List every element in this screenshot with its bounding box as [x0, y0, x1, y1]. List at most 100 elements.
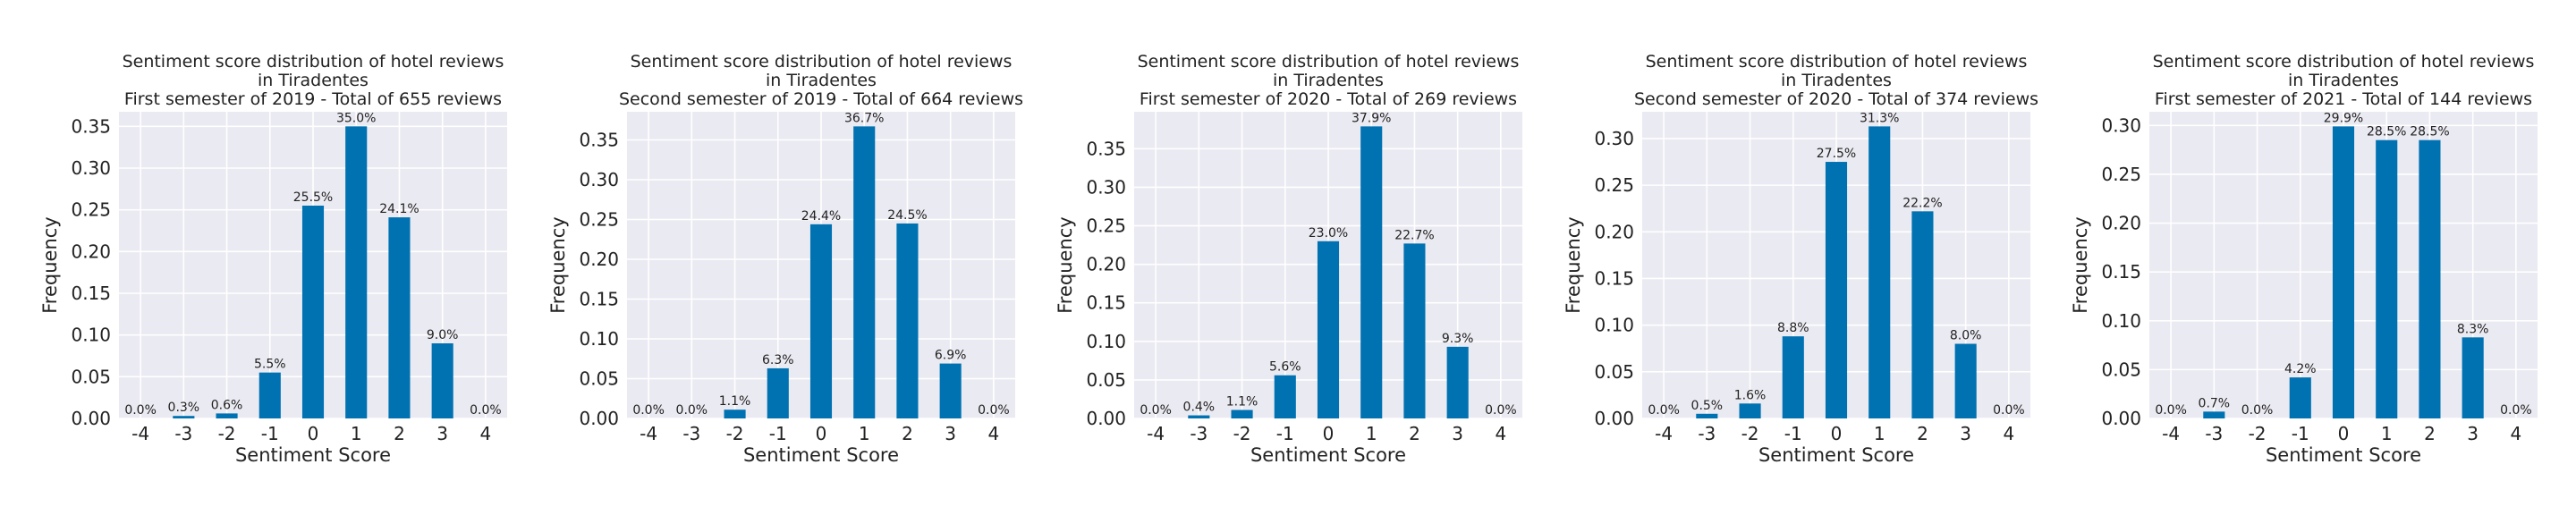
- x-tick-label: -1: [1784, 423, 1802, 444]
- bar--3: [2203, 411, 2225, 418]
- data-label: 1.1%: [1226, 395, 1258, 409]
- x-tick-label: 1: [859, 423, 870, 444]
- data-label: 0.0%: [1485, 403, 1517, 418]
- x-tick-label: 1: [351, 423, 362, 444]
- data-label: 0.5%: [1691, 399, 1724, 413]
- bar--2: [216, 413, 238, 418]
- x-tick-label: 0: [2338, 423, 2350, 444]
- y-axis-label: Frequency: [1055, 216, 1076, 314]
- chart-title-line-1: Sentiment score distribution of hotel re…: [631, 52, 1013, 72]
- y-tick-label: 0.20: [1594, 221, 1634, 242]
- bar--2: [724, 409, 746, 418]
- y-tick-label: 0.35: [1086, 138, 1126, 159]
- data-label: 24.1%: [379, 202, 419, 216]
- x-tick-label: 1: [2381, 423, 2393, 444]
- bar-1: [1360, 126, 1383, 418]
- y-tick-label: 0.15: [2101, 261, 2141, 283]
- data-label: 31.3%: [1860, 111, 1899, 125]
- x-tick-label: -3: [1698, 423, 1716, 444]
- x-tick-label: 4: [2511, 423, 2522, 444]
- chart-title-line-1: Sentiment score distribution of hotel re…: [2153, 52, 2535, 72]
- x-axis-label: Sentiment Score: [235, 444, 391, 466]
- bar-3: [431, 343, 453, 418]
- x-tick-label: -2: [1741, 423, 1759, 444]
- bar-1: [345, 126, 368, 419]
- x-tick-label: 1: [1874, 423, 1885, 444]
- bar-1: [2376, 139, 2398, 418]
- y-tick-label: 0.10: [1086, 331, 1126, 352]
- data-label: 24.4%: [801, 209, 841, 224]
- data-label: 27.5%: [1817, 147, 1856, 161]
- y-axis-label: Frequency: [1563, 216, 1584, 314]
- y-tick-label: 0.15: [1086, 292, 1126, 314]
- data-label: 29.9%: [2324, 111, 2363, 125]
- data-label: 6.3%: [762, 353, 794, 367]
- data-label: 0.0%: [632, 403, 665, 418]
- data-label: 8.3%: [2457, 322, 2489, 336]
- x-tick-label: -1: [2292, 423, 2309, 444]
- y-tick-label: 0.25: [71, 199, 111, 221]
- x-axis-label: Sentiment Score: [1758, 444, 1914, 466]
- data-label: 9.3%: [1442, 332, 1474, 346]
- x-tick-label: 3: [436, 423, 448, 444]
- chart-panel-2: 0.00 0.05 0.10 0.15 0.20 0.25 0.30 0.35 -4 -3 -2 -1…: [547, 52, 1023, 466]
- x-tick-label: 3: [945, 423, 956, 444]
- chart-title-line-2: in Tiradentes: [2288, 71, 2399, 90]
- chart-title-line-1: Sentiment score distribution of hotel re…: [123, 52, 504, 72]
- data-label: 0.0%: [470, 403, 502, 418]
- y-axis-label: Frequency: [39, 216, 61, 314]
- x-tick-label: 3: [2467, 423, 2479, 444]
- data-label: 0.0%: [2241, 403, 2274, 418]
- bar-3: [2462, 337, 2484, 418]
- chart-title-line-3: First semester of 2021 - Total of 144 re…: [2155, 89, 2532, 109]
- x-tick-label: -3: [174, 423, 192, 444]
- chart-title-line-2: in Tiradentes: [1781, 71, 1892, 90]
- bar-0: [2332, 126, 2355, 418]
- y-tick-label: 0.00: [2101, 408, 2141, 429]
- x-tick-label: -4: [2162, 423, 2180, 444]
- chart-title-line-2: in Tiradentes: [1273, 71, 1384, 90]
- x-tick-label: -3: [682, 423, 700, 444]
- y-tick-label: 0.30: [1594, 128, 1634, 149]
- x-axis-label: Sentiment Score: [743, 444, 899, 466]
- y-tick-label: 0.25: [1086, 215, 1126, 237]
- y-tick-label: 0.10: [579, 328, 619, 350]
- bar-0: [1317, 241, 1340, 418]
- data-label: 9.0%: [427, 328, 459, 342]
- y-tick-label: 0.25: [579, 209, 619, 231]
- x-axis-label: Sentiment Score: [2266, 444, 2421, 466]
- data-label: 0.0%: [1993, 403, 2025, 418]
- y-tick-label: 0.20: [2101, 213, 2141, 234]
- data-label: 5.6%: [1269, 360, 1301, 375]
- x-tick-label: 2: [394, 423, 405, 444]
- data-label: 0.7%: [2199, 396, 2231, 410]
- x-tick-label: -2: [1233, 423, 1251, 444]
- x-tick-label: -1: [261, 423, 279, 444]
- chart-panel-5: 0.00 0.05 0.10 0.15 0.20 0.25 0.30 -4 -3 -2 -1 0 1 2 3…: [2070, 52, 2538, 466]
- y-tick-label: 0.20: [71, 241, 111, 262]
- bar-0: [1825, 162, 1848, 419]
- x-tick-label: 3: [1452, 423, 1463, 444]
- y-tick-label: 0.05: [2101, 359, 2141, 380]
- data-label: 6.9%: [935, 349, 967, 363]
- x-tick-label: 2: [1917, 423, 1928, 444]
- x-tick-label: 0: [1831, 423, 1843, 444]
- y-tick-label: 0.35: [579, 130, 619, 151]
- x-axis-label: Sentiment Score: [1250, 444, 1406, 466]
- bar-2: [2419, 139, 2441, 418]
- data-label: 4.2%: [2284, 362, 2317, 376]
- data-label: 5.5%: [254, 358, 286, 372]
- x-tick-label: 0: [816, 423, 827, 444]
- x-tick-label: -1: [1276, 423, 1294, 444]
- data-label: 28.5%: [2410, 125, 2449, 139]
- x-tick-label: 4: [988, 423, 1000, 444]
- chart-title-line-2: in Tiradentes: [258, 71, 369, 90]
- data-label: 0.0%: [978, 403, 1010, 418]
- data-label: 0.0%: [676, 403, 708, 418]
- bar--1: [2289, 377, 2311, 418]
- data-label: 1.1%: [719, 394, 751, 409]
- x-tick-label: 2: [2424, 423, 2436, 444]
- x-tick-label: -3: [2205, 423, 2223, 444]
- x-tick-label: 0: [1323, 423, 1335, 444]
- y-tick-label: 0.25: [1594, 174, 1634, 196]
